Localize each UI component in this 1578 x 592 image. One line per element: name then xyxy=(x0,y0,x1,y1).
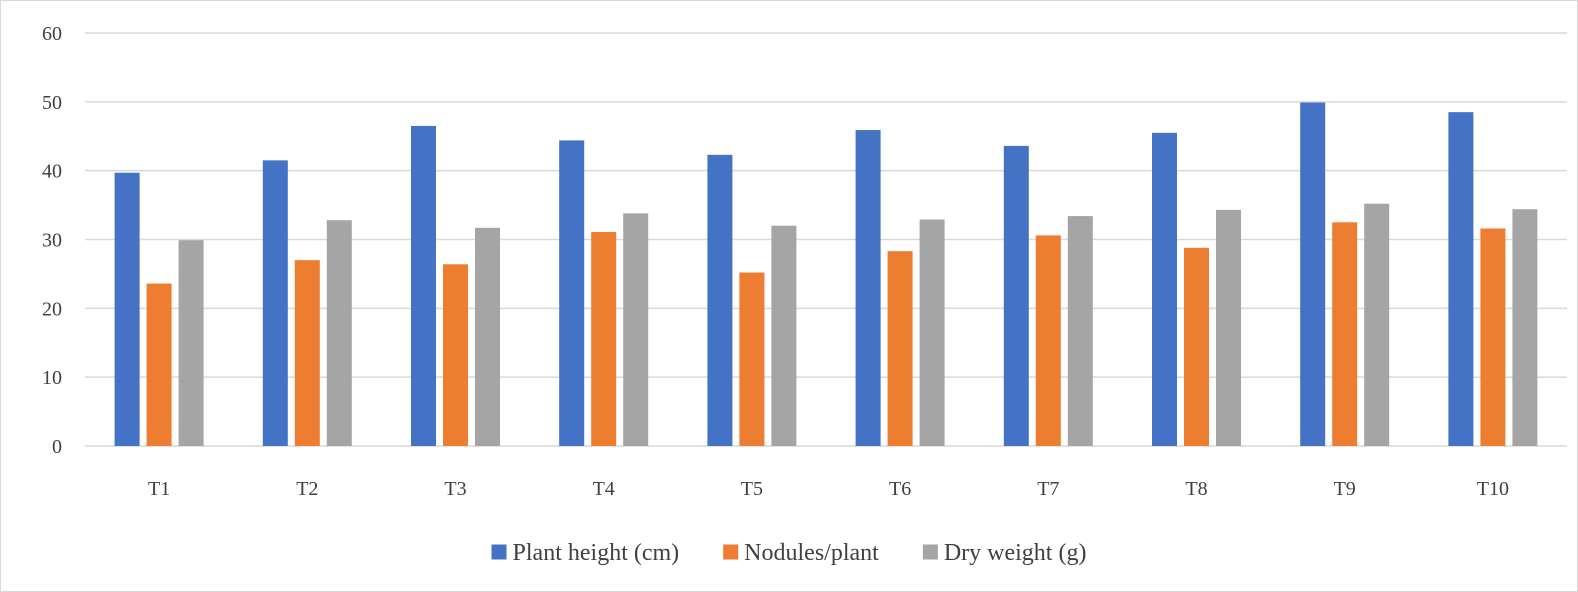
bar-t10-series-2 xyxy=(1480,228,1506,446)
bar-t8-series-1 xyxy=(1152,132,1177,446)
y-tick-label: 0 xyxy=(52,436,62,458)
x-tick-label: T10 xyxy=(1477,478,1509,500)
legend-label: Dry weight (g) xyxy=(944,540,1087,566)
bar-t4-series-3 xyxy=(623,213,649,446)
bar-t6-series-2 xyxy=(887,251,913,446)
bar-t8-series-2 xyxy=(1184,247,1209,446)
bar-t10-series-3 xyxy=(1512,209,1538,446)
x-tick-label: T3 xyxy=(444,478,466,500)
y-axis-tick-labels: 0 10 20 30 40 50 60 xyxy=(42,23,62,458)
legend-label: Plant height (cm) xyxy=(513,540,680,566)
bar-t2-series-1 xyxy=(262,160,288,446)
bar-t9-series-2 xyxy=(1332,222,1358,446)
bars xyxy=(114,102,1538,447)
bar-t7-series-1 xyxy=(1003,145,1029,447)
x-tick-label: T1 xyxy=(148,478,170,500)
bar-t10-series-1 xyxy=(1448,112,1474,447)
bar-t3-series-2 xyxy=(443,264,468,446)
bar-t4-series-2 xyxy=(591,231,617,446)
legend-item-series-3: Dry weight (g) xyxy=(922,540,1087,566)
x-tick-label: T5 xyxy=(741,478,763,500)
bar-t1-series-3 xyxy=(178,240,204,446)
bar-t6-series-1 xyxy=(855,130,881,446)
bar-t2-series-2 xyxy=(294,260,320,446)
legend-swatch xyxy=(723,544,739,560)
y-tick-label: 60 xyxy=(42,23,62,45)
y-tick-label: 40 xyxy=(42,161,62,183)
bar-t1-series-1 xyxy=(114,172,140,446)
legend-item-series-2: Nodules/plant xyxy=(723,540,879,566)
bar-t3-series-3 xyxy=(475,227,500,446)
legend-item-series-1: Plant height (cm) xyxy=(491,540,680,566)
legend-swatch xyxy=(922,544,938,560)
y-tick-label: 50 xyxy=(42,92,62,114)
bar-t2-series-3 xyxy=(326,220,352,446)
x-tick-label: T7 xyxy=(1037,478,1059,500)
x-tick-label: T9 xyxy=(1334,478,1356,500)
legend-label: Nodules/plant xyxy=(744,540,879,566)
bar-t3-series-1 xyxy=(411,125,436,447)
x-tick-label: T2 xyxy=(296,478,318,500)
bar-t8-series-3 xyxy=(1216,209,1241,446)
bar-t9-series-1 xyxy=(1300,102,1326,446)
y-tick-label: 10 xyxy=(42,367,62,389)
bar-t5-series-1 xyxy=(707,154,733,446)
legend-swatch xyxy=(491,544,507,560)
bar-t9-series-3 xyxy=(1364,203,1390,446)
x-tick-label: T8 xyxy=(1185,478,1207,500)
x-tick-label: T6 xyxy=(889,478,911,500)
bar-t5-series-2 xyxy=(739,272,765,446)
legend: Plant height (cm) Nodules/plant Dry weight… xyxy=(491,540,1087,566)
bar-t7-series-2 xyxy=(1035,235,1061,446)
x-axis-tick-labels: T1 T2 T3 T4 T5 T6 T7 T8 T9 T10 xyxy=(148,478,1509,500)
x-tick-label: T4 xyxy=(593,478,615,500)
y-tick-label: 20 xyxy=(42,298,62,320)
bar-t5-series-3 xyxy=(771,225,797,446)
bar-t1-series-2 xyxy=(146,283,172,446)
bar-t6-series-3 xyxy=(919,219,945,446)
y-tick-label: 30 xyxy=(42,230,62,252)
bar-t7-series-3 xyxy=(1067,216,1093,446)
bar-t4-series-1 xyxy=(559,140,585,446)
